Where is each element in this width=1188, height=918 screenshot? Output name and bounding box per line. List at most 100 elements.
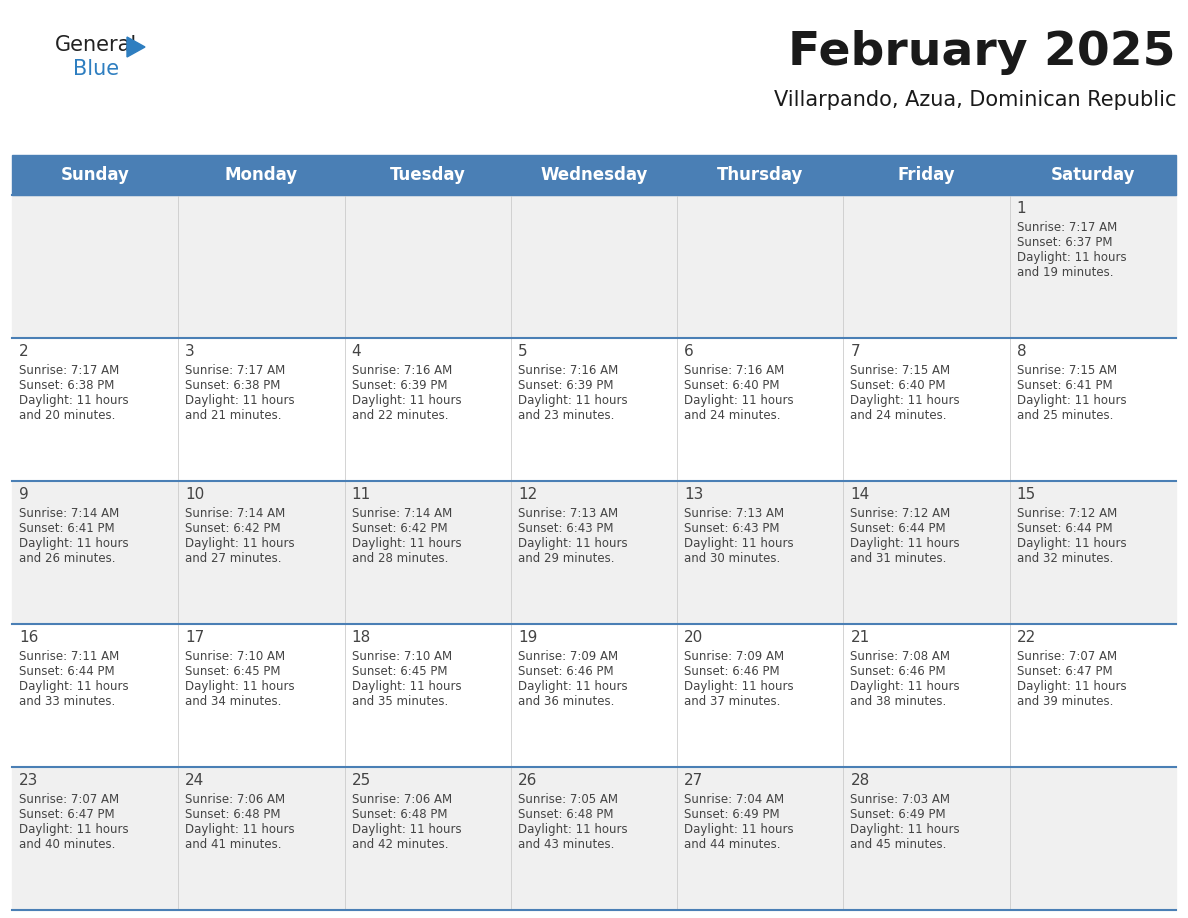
Text: Daylight: 11 hours: Daylight: 11 hours [19,537,128,550]
Text: Daylight: 11 hours: Daylight: 11 hours [185,537,295,550]
Text: Sunset: 6:45 PM: Sunset: 6:45 PM [185,665,280,678]
Text: and 33 minutes.: and 33 minutes. [19,695,115,708]
Text: Wednesday: Wednesday [541,166,647,184]
Bar [12,624,1176,767]
Text: Sunset: 6:49 PM: Sunset: 6:49 PM [851,808,946,821]
Bar [12,195,1176,338]
Text: Sunrise: 7:13 AM: Sunrise: 7:13 AM [684,507,784,520]
Text: and 19 minutes.: and 19 minutes. [1017,266,1113,279]
Text: 4: 4 [352,344,361,359]
Bar [12,338,1176,481]
Text: and 32 minutes.: and 32 minutes. [1017,552,1113,565]
Text: and 45 minutes.: and 45 minutes. [851,838,947,851]
Text: Daylight: 11 hours: Daylight: 11 hours [352,394,461,407]
Text: and 29 minutes.: and 29 minutes. [518,552,614,565]
Text: Thursday: Thursday [718,166,803,184]
Text: Daylight: 11 hours: Daylight: 11 hours [19,394,128,407]
Text: 12: 12 [518,487,537,502]
Text: 26: 26 [518,773,537,788]
Text: Sunset: 6:43 PM: Sunset: 6:43 PM [684,522,779,535]
Bar [12,155,1176,195]
Bar [12,481,1176,624]
Text: Sunset: 6:41 PM: Sunset: 6:41 PM [19,522,114,535]
Text: Daylight: 11 hours: Daylight: 11 hours [684,823,794,836]
Text: 14: 14 [851,487,870,502]
Text: and 23 minutes.: and 23 minutes. [518,409,614,422]
Text: and 35 minutes.: and 35 minutes. [352,695,448,708]
Text: 28: 28 [851,773,870,788]
Text: and 31 minutes.: and 31 minutes. [851,552,947,565]
Text: 22: 22 [1017,630,1036,645]
Text: 15: 15 [1017,487,1036,502]
Text: Daylight: 11 hours: Daylight: 11 hours [1017,394,1126,407]
Text: Sunrise: 7:17 AM: Sunrise: 7:17 AM [1017,221,1117,234]
Text: and 24 minutes.: and 24 minutes. [851,409,947,422]
Text: Sunrise: 7:15 AM: Sunrise: 7:15 AM [1017,364,1117,377]
Text: 18: 18 [352,630,371,645]
Text: Sunset: 6:48 PM: Sunset: 6:48 PM [185,808,280,821]
Text: Sunset: 6:38 PM: Sunset: 6:38 PM [185,379,280,392]
Text: 17: 17 [185,630,204,645]
Text: Daylight: 11 hours: Daylight: 11 hours [518,680,627,693]
Text: Sunset: 6:46 PM: Sunset: 6:46 PM [518,665,613,678]
Text: Sunrise: 7:03 AM: Sunrise: 7:03 AM [851,793,950,806]
Text: 25: 25 [352,773,371,788]
Text: Sunset: 6:38 PM: Sunset: 6:38 PM [19,379,114,392]
Text: Sunrise: 7:06 AM: Sunrise: 7:06 AM [185,793,285,806]
Text: Sunset: 6:47 PM: Sunset: 6:47 PM [19,808,114,821]
Text: Sunset: 6:41 PM: Sunset: 6:41 PM [1017,379,1112,392]
Text: and 41 minutes.: and 41 minutes. [185,838,282,851]
Text: Daylight: 11 hours: Daylight: 11 hours [684,394,794,407]
Text: Sunrise: 7:07 AM: Sunrise: 7:07 AM [19,793,119,806]
Text: 8: 8 [1017,344,1026,359]
Text: Daylight: 11 hours: Daylight: 11 hours [518,823,627,836]
Text: Tuesday: Tuesday [390,166,466,184]
Text: Sunrise: 7:16 AM: Sunrise: 7:16 AM [684,364,784,377]
Text: 9: 9 [19,487,29,502]
Text: Sunset: 6:47 PM: Sunset: 6:47 PM [1017,665,1112,678]
Text: Sunrise: 7:17 AM: Sunrise: 7:17 AM [19,364,119,377]
Text: Villarpando, Azua, Dominican Republic: Villarpando, Azua, Dominican Republic [773,90,1176,110]
Text: Daylight: 11 hours: Daylight: 11 hours [684,680,794,693]
Text: Daylight: 11 hours: Daylight: 11 hours [518,537,627,550]
Text: Daylight: 11 hours: Daylight: 11 hours [518,394,627,407]
Text: Sunrise: 7:17 AM: Sunrise: 7:17 AM [185,364,285,377]
Text: Daylight: 11 hours: Daylight: 11 hours [352,823,461,836]
Text: 23: 23 [19,773,38,788]
Text: Sunset: 6:42 PM: Sunset: 6:42 PM [352,522,447,535]
Text: February 2025: February 2025 [789,30,1176,75]
Text: and 27 minutes.: and 27 minutes. [185,552,282,565]
Text: Daylight: 11 hours: Daylight: 11 hours [352,537,461,550]
Text: Sunset: 6:37 PM: Sunset: 6:37 PM [1017,236,1112,249]
Text: Blue: Blue [72,59,119,79]
Text: Daylight: 11 hours: Daylight: 11 hours [1017,537,1126,550]
Text: Sunrise: 7:09 AM: Sunrise: 7:09 AM [684,650,784,663]
Text: Daylight: 11 hours: Daylight: 11 hours [1017,680,1126,693]
Text: 1: 1 [1017,201,1026,216]
Text: Sunrise: 7:16 AM: Sunrise: 7:16 AM [518,364,618,377]
Text: and 40 minutes.: and 40 minutes. [19,838,115,851]
Text: and 24 minutes.: and 24 minutes. [684,409,781,422]
Text: Sunset: 6:46 PM: Sunset: 6:46 PM [851,665,946,678]
Text: Sunrise: 7:16 AM: Sunrise: 7:16 AM [352,364,451,377]
Text: Saturday: Saturday [1050,166,1135,184]
Text: Daylight: 11 hours: Daylight: 11 hours [185,823,295,836]
Text: Sunrise: 7:14 AM: Sunrise: 7:14 AM [19,507,119,520]
Polygon shape [127,37,145,57]
Text: Sunset: 6:42 PM: Sunset: 6:42 PM [185,522,280,535]
Text: Daylight: 11 hours: Daylight: 11 hours [851,680,960,693]
Text: and 26 minutes.: and 26 minutes. [19,552,115,565]
Text: 2: 2 [19,344,29,359]
Text: 13: 13 [684,487,703,502]
Text: 24: 24 [185,773,204,788]
Text: Sunday: Sunday [61,166,129,184]
Text: Sunrise: 7:10 AM: Sunrise: 7:10 AM [352,650,451,663]
Text: Sunrise: 7:15 AM: Sunrise: 7:15 AM [851,364,950,377]
Text: Sunrise: 7:10 AM: Sunrise: 7:10 AM [185,650,285,663]
Text: Sunset: 6:39 PM: Sunset: 6:39 PM [352,379,447,392]
Bar [12,767,1176,910]
Text: Sunset: 6:40 PM: Sunset: 6:40 PM [684,379,779,392]
Text: and 42 minutes.: and 42 minutes. [352,838,448,851]
Text: Daylight: 11 hours: Daylight: 11 hours [19,680,128,693]
Text: Sunrise: 7:11 AM: Sunrise: 7:11 AM [19,650,119,663]
